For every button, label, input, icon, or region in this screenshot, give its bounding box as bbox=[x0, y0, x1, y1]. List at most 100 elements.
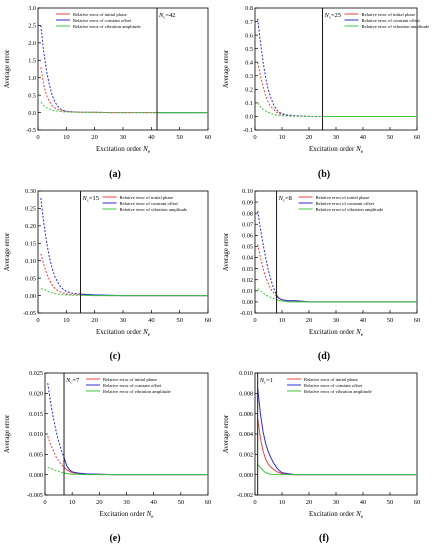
x-tick-label: 60 bbox=[414, 134, 421, 141]
y-tick-label: 0.10 bbox=[25, 258, 36, 265]
legend-label: Relative error of constant offset bbox=[103, 383, 162, 388]
x-tick-label: 40 bbox=[360, 134, 367, 141]
y-tick-label: 0.008 bbox=[239, 391, 253, 398]
x-axis-label: Excitation order Ne bbox=[309, 510, 364, 520]
x-tick-label: 30 bbox=[120, 134, 127, 141]
legend-label: Relative error of vibration amplitude bbox=[304, 389, 372, 394]
x-axis-label: Excitation order Ne bbox=[309, 328, 364, 338]
x-tick-label: 20 bbox=[306, 134, 313, 141]
legend-entry-initial-phase: Relative error of initial phase bbox=[103, 195, 174, 200]
x-tick-label: 10 bbox=[63, 134, 70, 141]
y-tick-label: -0.5 bbox=[26, 127, 36, 134]
y-tick-label: 0.00 bbox=[25, 293, 36, 300]
legend-label: Relative error of initial phase bbox=[316, 195, 370, 200]
y-tick-label: 0.08 bbox=[242, 210, 253, 217]
y-tick-label: 0.004 bbox=[239, 431, 253, 438]
legend-label: Relative error of vibration amplitude bbox=[73, 24, 141, 29]
y-tick-label: 0.7 bbox=[245, 19, 253, 26]
x-tick-label: 20 bbox=[91, 317, 98, 324]
y-tick-label: 0.010 bbox=[239, 370, 253, 377]
y-tick-label: 0.15 bbox=[25, 240, 36, 247]
y-tick-label: 0.07 bbox=[242, 221, 253, 228]
legend-label: Relative error of vibration amplitude bbox=[316, 207, 384, 212]
x-tick-label: 0 bbox=[36, 134, 39, 141]
series-line-initial-phase-dashed bbox=[41, 254, 81, 295]
y-tick-label: 0.005 bbox=[29, 452, 43, 459]
y-tick-label: -0.01 bbox=[240, 310, 253, 317]
y-tick-label: 0.0 bbox=[28, 110, 36, 117]
x-tick-label: 60 bbox=[414, 499, 421, 506]
x-tick-label: 50 bbox=[178, 499, 185, 506]
series-line-constant-offset-dashed bbox=[41, 25, 157, 112]
legend-entry-constant-offset: Relative error of constant offset bbox=[345, 18, 421, 23]
y-tick-label: 0.06 bbox=[242, 233, 253, 240]
legend-label: Relative error of constant offset bbox=[120, 201, 179, 206]
series-line-constant-offset-dashed bbox=[48, 383, 64, 457]
y-tick-label: 0.25 bbox=[25, 206, 36, 213]
x-tick-label: 30 bbox=[123, 499, 130, 506]
y-axis-label: Average error bbox=[222, 49, 230, 88]
legend-entry-vibration-amplitude: Relative error of vibration amplitude bbox=[345, 24, 430, 29]
x-tick-label: 60 bbox=[205, 499, 212, 506]
threshold-label: Nc=8 bbox=[278, 195, 292, 203]
x-tick-label: 0 bbox=[253, 499, 256, 506]
panel-label-f: (f) bbox=[304, 533, 344, 544]
x-tick-label: 50 bbox=[387, 317, 394, 324]
legend-entry-initial-phase: Relative error of initial phase bbox=[287, 377, 358, 382]
legend-label: Relative error of constant offset bbox=[316, 201, 375, 206]
legend-label: Relative error of initial phase bbox=[73, 12, 127, 17]
legend-label: Relative error of initial phase bbox=[120, 195, 174, 200]
y-tick-label: 0.3 bbox=[245, 73, 253, 80]
y-tick-label: 0.09 bbox=[242, 199, 253, 206]
series-line-constant-offset-dashed bbox=[41, 198, 81, 294]
x-tick-label: 40 bbox=[360, 317, 367, 324]
x-tick-label: 0 bbox=[43, 499, 46, 506]
y-tick-label: 0.4 bbox=[245, 59, 253, 66]
series-line-constant-offset-solid bbox=[258, 388, 417, 474]
panel-label-b: (b) bbox=[304, 169, 344, 180]
series-line-constant-offset-dashed bbox=[258, 19, 323, 117]
x-tick-label: 10 bbox=[69, 499, 76, 506]
x-tick-label: 50 bbox=[387, 499, 394, 506]
x-tick-label: 30 bbox=[333, 499, 340, 506]
series-line-initial-phase-solid bbox=[258, 419, 417, 475]
y-axis-label: Average error bbox=[3, 414, 11, 453]
x-tick-label: 10 bbox=[63, 317, 70, 324]
legend-entry-vibration-amplitude: Relative error of vibration amplitude bbox=[287, 389, 372, 394]
y-axis-label: Average error bbox=[222, 414, 230, 453]
threshold-label: Nc=15 bbox=[82, 195, 100, 203]
x-tick-label: 50 bbox=[387, 134, 394, 141]
legend-entry-initial-phase: Relative error of initial phase bbox=[56, 12, 127, 17]
y-tick-label: 0.5 bbox=[28, 92, 36, 99]
y-tick-label: 0.025 bbox=[29, 370, 43, 377]
x-tick-label: 0 bbox=[253, 134, 256, 141]
legend-entry-constant-offset: Relative error of constant offset bbox=[103, 201, 179, 206]
x-tick-label: 40 bbox=[148, 317, 155, 324]
series-line-constant-offset-dashed bbox=[258, 211, 277, 295]
y-tick-label: 0.1 bbox=[245, 100, 253, 107]
x-axis-label: Excitation order Ne bbox=[96, 328, 151, 338]
panel-label-a: (a) bbox=[95, 169, 135, 180]
y-tick-label: 0.010 bbox=[29, 431, 43, 438]
y-tick-label: 0.20 bbox=[25, 223, 36, 230]
y-tick-label: 0.03 bbox=[242, 266, 253, 273]
legend-entry-vibration-amplitude: Relative error of vibration amplitude bbox=[56, 24, 141, 29]
panel-label-e: (e) bbox=[95, 533, 135, 544]
x-axis-label: Excitation order Ne bbox=[100, 510, 155, 520]
y-tick-label: 0.006 bbox=[239, 411, 253, 418]
legend-entry-constant-offset: Relative error of constant offset bbox=[86, 383, 162, 388]
series-line-initial-phase-dashed bbox=[258, 62, 323, 116]
panel-label-d: (d) bbox=[304, 351, 344, 362]
y-axis-label: Average error bbox=[3, 49, 11, 88]
x-tick-label: 30 bbox=[333, 317, 340, 324]
threshold-label: Nc=1 bbox=[259, 377, 273, 385]
y-tick-label: 1.0 bbox=[28, 75, 36, 82]
x-tick-label: 10 bbox=[279, 499, 286, 506]
legend-entry-vibration-amplitude: Relative error of vibration amplitude bbox=[299, 207, 384, 212]
legend-label: Relative error of vibration amplitude bbox=[362, 24, 430, 29]
x-tick-label: 40 bbox=[360, 499, 367, 506]
